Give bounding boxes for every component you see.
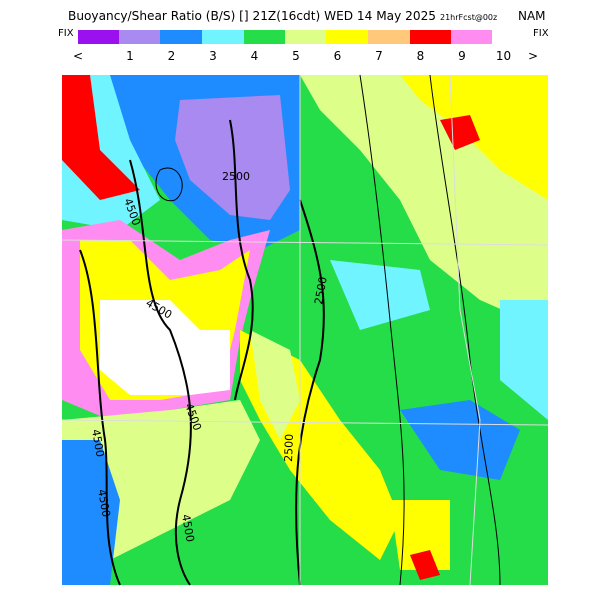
field-patch	[100, 300, 230, 395]
field-patch	[500, 300, 548, 420]
contour-label: 4500	[179, 513, 197, 543]
field-patch	[330, 260, 430, 330]
field-patch	[250, 330, 300, 440]
boundary-line	[61, 419, 549, 426]
contour-line	[129, 159, 192, 586]
color-cell	[285, 30, 326, 44]
contour-label: 2500	[312, 276, 330, 306]
color-cell	[160, 30, 202, 44]
colorbar-label: 8	[417, 49, 425, 63]
map: 2500 4500 4500 2500 4500 2500 4500 4500 …	[61, 74, 549, 586]
contour-label: 2500	[282, 434, 296, 462]
colorbar-label: 6	[334, 49, 342, 63]
contours	[79, 74, 501, 586]
colorbar-label: 4	[251, 49, 259, 63]
color-cell	[119, 30, 160, 44]
field-patch	[400, 400, 520, 480]
field-patch	[62, 75, 140, 200]
color-cell	[368, 30, 410, 44]
contour-line	[359, 74, 405, 586]
contour-label: 4500	[95, 488, 113, 518]
colorbar-label: 10	[496, 49, 511, 63]
contour-line	[295, 199, 325, 586]
contour-line	[155, 167, 183, 202]
colorbar-label: 9	[458, 49, 466, 63]
contour-label: 4500	[89, 428, 107, 458]
colorbar-label: 1	[126, 49, 134, 63]
color-cell	[410, 30, 451, 44]
forecast-label: 21hrFcst@00z	[440, 13, 497, 22]
colorbar-label: 7	[375, 49, 383, 63]
colorbar-fix-left: FIX	[58, 28, 74, 39]
model-label: NAM	[518, 9, 546, 23]
colorbar-labels: 1 2 3 4 5 6 7 8 9 10	[126, 49, 511, 63]
colorbar-label: 3	[209, 49, 217, 63]
colorbar-label: 5	[292, 49, 300, 63]
field-patch	[410, 550, 440, 580]
colorbar-fix-right: FIX	[533, 28, 549, 39]
field-patch	[440, 115, 480, 150]
boundary-line	[449, 74, 481, 586]
contour-line	[229, 119, 254, 401]
color-cell	[244, 30, 285, 44]
colorbar-high-arrow: >	[528, 49, 538, 63]
contour-line	[79, 249, 121, 586]
colorbar-low-arrow: <	[73, 49, 83, 63]
color-cell	[78, 30, 119, 44]
boundaries	[61, 74, 549, 586]
color-cell	[326, 30, 368, 44]
boundary-line	[61, 239, 549, 246]
field-patch	[62, 440, 120, 585]
colorbar-label: 2	[168, 49, 176, 63]
color-cell	[202, 30, 244, 44]
contour-label: 2500	[222, 170, 250, 183]
color-cell	[451, 30, 492, 44]
field-patch	[390, 500, 450, 570]
contour-line	[429, 74, 501, 586]
field-patch	[175, 95, 290, 220]
colorbar	[78, 30, 492, 44]
title: Buoyancy/Shear Ratio (B/S) [] 21Z(16cdt)…	[68, 9, 436, 23]
